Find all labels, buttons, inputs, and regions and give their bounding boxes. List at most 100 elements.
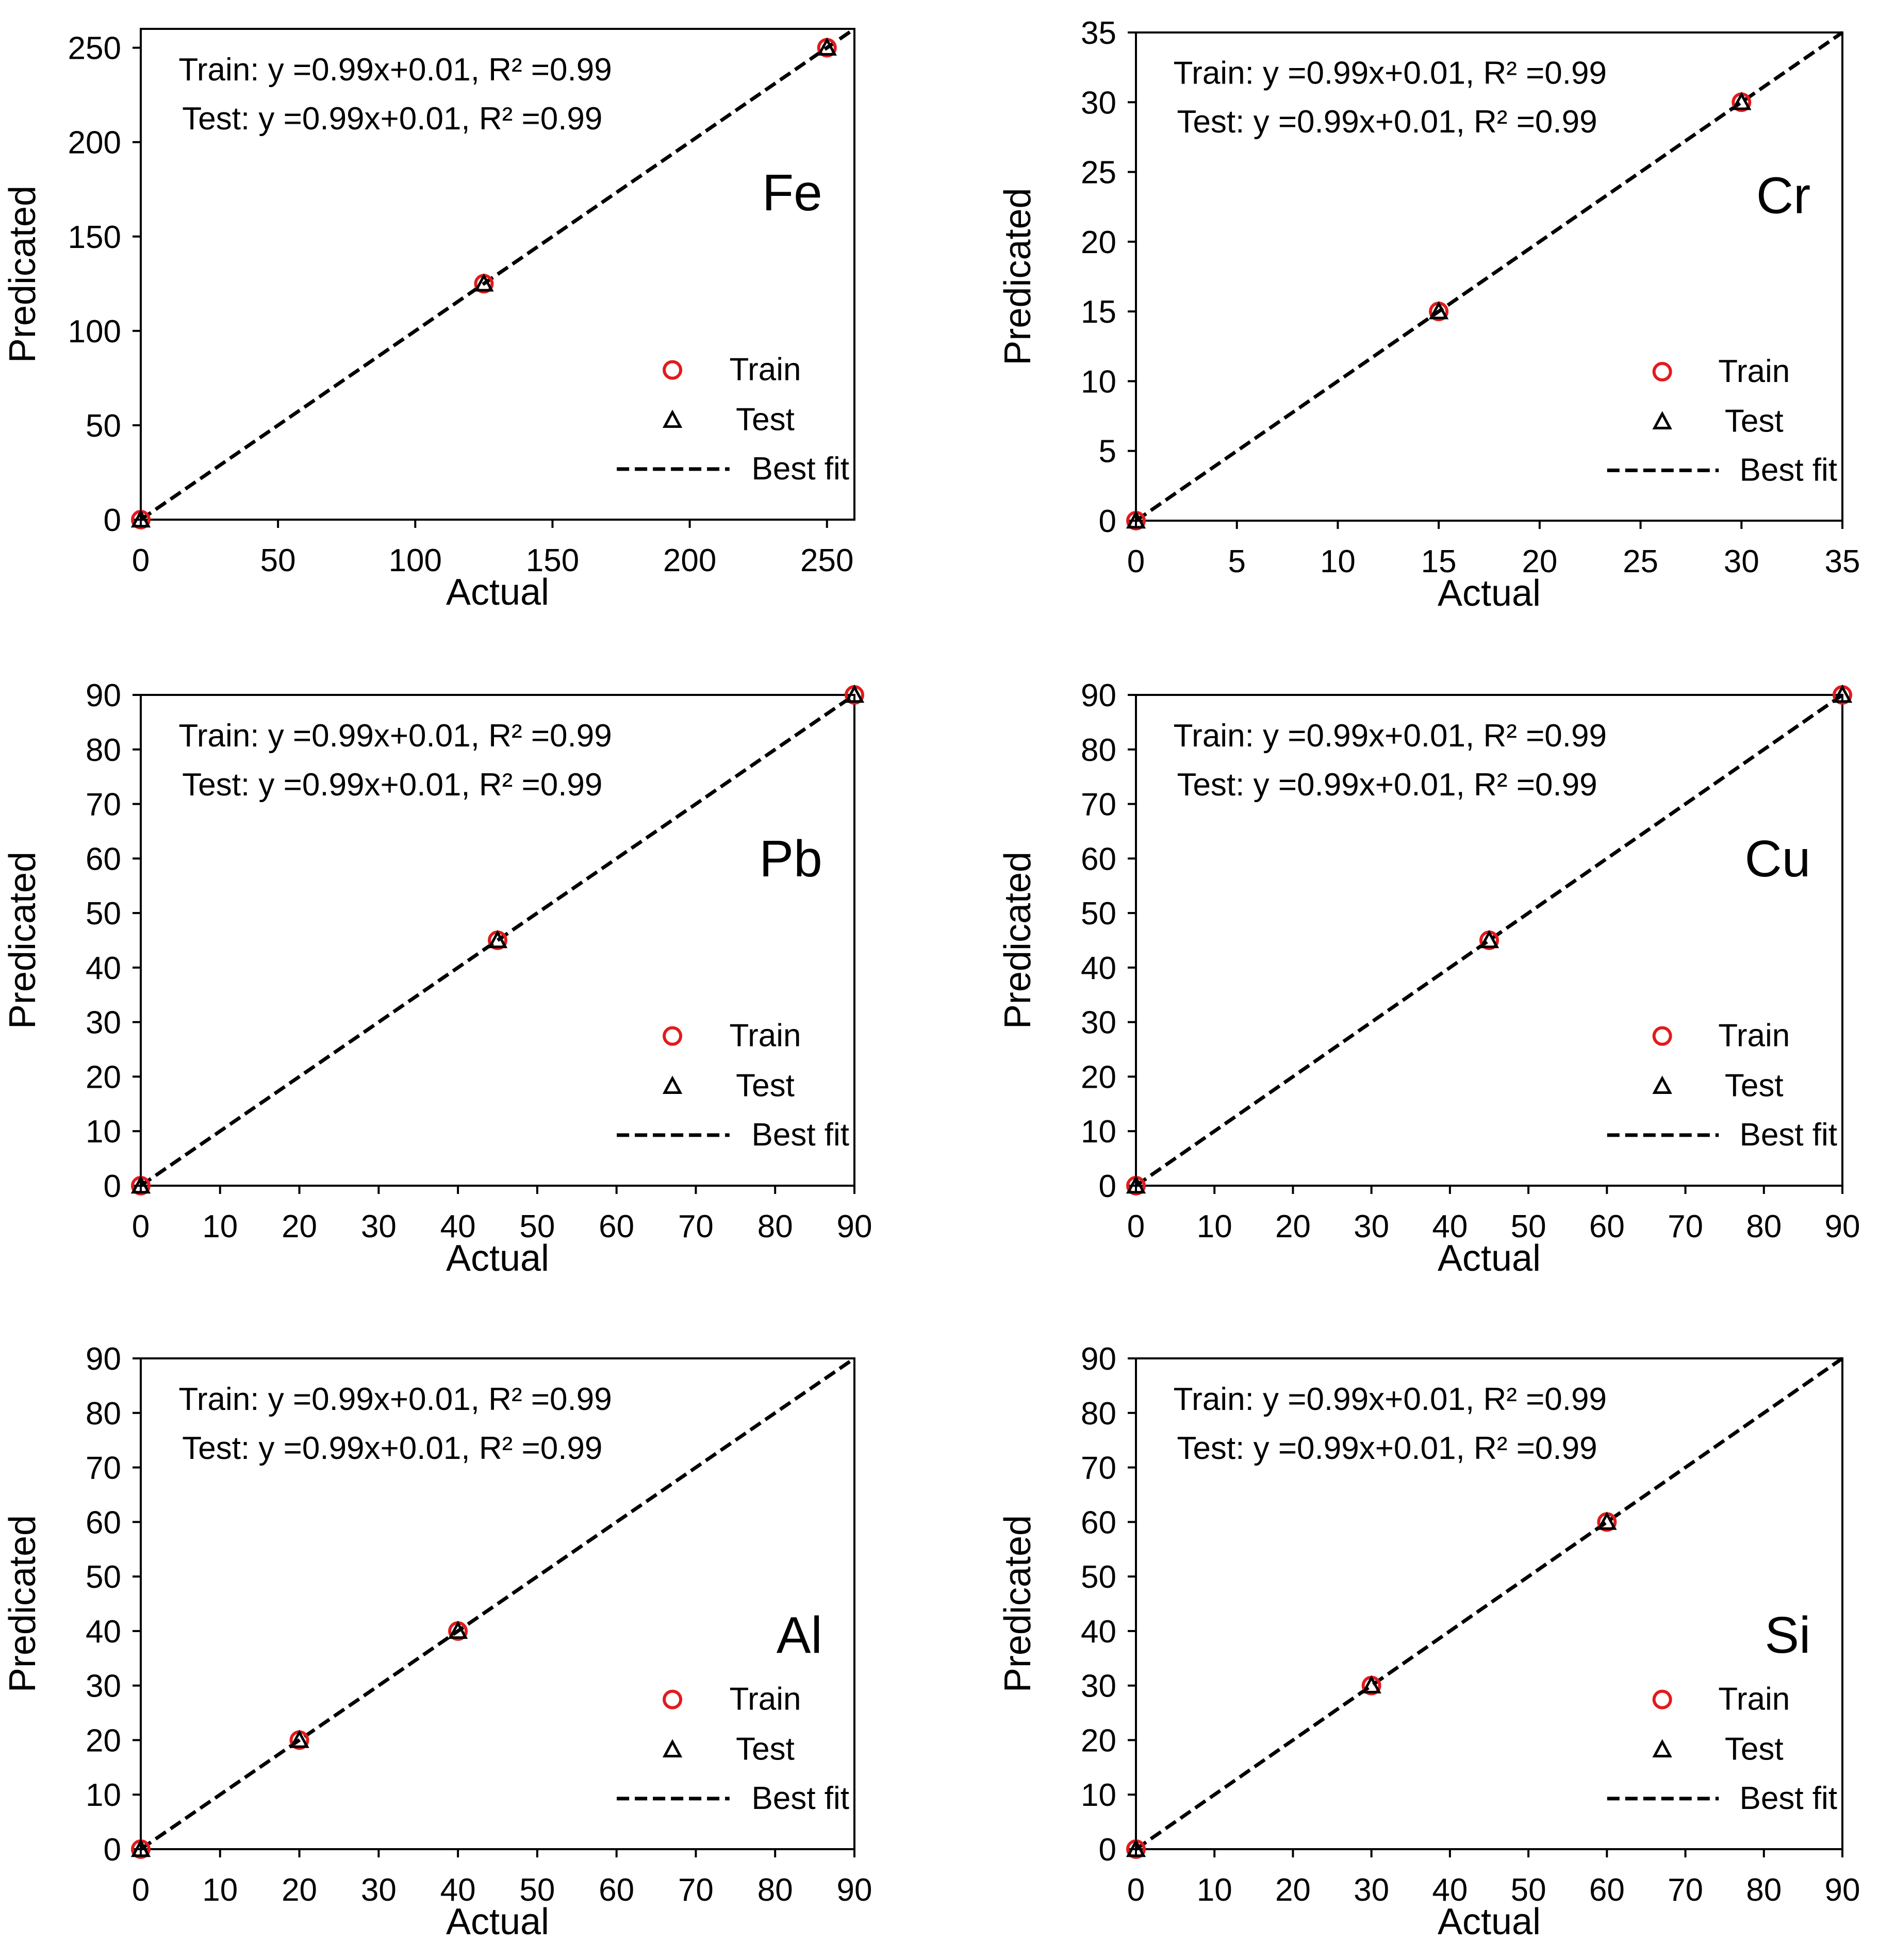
x-tick-label: 10 [202, 1872, 238, 1908]
panel-si: 0 10 20 30 40 50 60 70 80 90 0 10 20 30 40 50 60 70 80 90 Ac… [997, 1341, 1860, 1942]
test-equation: Test: y =0.99x+0.01, R² =0.99 [182, 101, 602, 137]
x-tick-label: 70 [1668, 1209, 1703, 1244]
plot-frame [140, 1357, 855, 1850]
test-point [1732, 92, 1752, 110]
y-tick-label: 0 [1099, 1169, 1116, 1204]
legend-test-icon [1652, 1739, 1672, 1757]
x-tick-label: 0 [1127, 1209, 1145, 1244]
test-point [130, 1838, 151, 1857]
y-tick-label: 0 [104, 1832, 121, 1868]
x-tick-label: 10 [1320, 544, 1356, 579]
x-tick-label: 30 [1354, 1209, 1389, 1244]
element-label: Cu [1745, 830, 1811, 888]
x-tick-label: 30 [361, 1209, 397, 1244]
test-point [1126, 510, 1146, 529]
x-axis-label: Actual [1438, 1901, 1541, 1942]
x-tick-label: 20 [1275, 1872, 1311, 1908]
x-tick-label: 50 [519, 1872, 555, 1908]
y-tick-label: 200 [68, 125, 121, 161]
x-tick-label: 60 [599, 1872, 634, 1908]
y-tick-label: 90 [1081, 678, 1116, 713]
test-point [289, 1730, 309, 1748]
x-axis-label: Actual [446, 1901, 549, 1942]
y-tick-label: 15 [1081, 294, 1116, 330]
y-axis-label: Predicated [997, 1515, 1039, 1692]
y-tick-label: 60 [1081, 841, 1116, 877]
test-equation: Test: y =0.99x+0.01, R² =0.99 [182, 1431, 602, 1466]
test-point [1479, 929, 1499, 949]
x-tick-label: 50 [260, 543, 296, 578]
legend-train-label: Train [730, 1682, 801, 1717]
x-tick-label: 0 [132, 543, 150, 578]
x-tick-label: 30 [1724, 544, 1759, 579]
element-label: Fe [762, 164, 822, 222]
x-tick-label: 80 [1746, 1209, 1782, 1244]
legend-fit-label: Best fit [1739, 1781, 1837, 1816]
y-tick-label: 40 [1081, 1614, 1116, 1650]
x-tick-label: 60 [1589, 1872, 1625, 1908]
y-tick-label: 60 [1081, 1505, 1116, 1540]
legend: Train Test Best fit [617, 352, 849, 487]
test-point [487, 929, 508, 949]
legend-test-label: Test [736, 402, 795, 438]
test-point [130, 509, 151, 528]
y-tick-label: 50 [1081, 1559, 1116, 1595]
plot-frame [1135, 694, 1843, 1187]
legend-train-icon [1652, 1689, 1672, 1709]
plot-frame [1135, 1357, 1843, 1850]
y-tick-label: 20 [1081, 1723, 1116, 1758]
legend-test-label: Test [736, 1068, 795, 1104]
y-tick-label: 50 [1081, 896, 1116, 932]
y-tick-label: 150 [68, 220, 121, 255]
x-tick-label: 20 [1522, 544, 1557, 579]
x-tick-label: 10 [1197, 1209, 1232, 1244]
y-tick-label: 30 [86, 1005, 121, 1041]
y-tick-label: 80 [1081, 733, 1116, 768]
x-tick-label: 30 [1354, 1872, 1389, 1908]
element-label: Al [777, 1606, 822, 1664]
y-tick-label: 80 [86, 733, 121, 768]
x-tick-label: 20 [282, 1209, 317, 1244]
panel-pb: 0 10 20 30 40 50 60 70 80 90 0 10 20 30 40 50 60 70 80 90 Ac… [2, 678, 872, 1279]
x-tick-label: 20 [282, 1872, 317, 1908]
y-tick-label: 30 [1081, 1005, 1116, 1041]
y-tick-label: 10 [86, 1778, 121, 1813]
x-tick-label: 50 [519, 1209, 555, 1244]
y-tick-label: 10 [1081, 364, 1116, 400]
legend-test-label: Test [736, 1732, 795, 1767]
x-axis-label: Actual [446, 1238, 549, 1279]
x-tick-label: 150 [526, 543, 579, 578]
element-label: Si [1765, 1606, 1810, 1664]
y-tick-label: 20 [86, 1723, 121, 1758]
x-tick-label: 80 [1746, 1872, 1782, 1908]
plot-frame [140, 694, 855, 1187]
test-point [1126, 1838, 1146, 1857]
plot-frame [140, 28, 855, 521]
train-equation: Train: y =0.99x+0.01, R² =0.99 [178, 52, 612, 88]
test-point [474, 273, 494, 292]
y-tick-label: 60 [86, 841, 121, 877]
x-tick-label: 50 [1511, 1209, 1546, 1244]
y-tick-label: 250 [68, 31, 121, 67]
x-tick-label: 80 [757, 1209, 793, 1244]
x-tick-label: 80 [757, 1872, 793, 1908]
x-tick-label: 10 [1197, 1872, 1232, 1908]
legend: Train Test Best fit [1607, 354, 1837, 488]
y-tick-label: 0 [1099, 504, 1116, 539]
x-tick-label: 60 [599, 1209, 634, 1244]
y-tick-label: 30 [86, 1669, 121, 1704]
legend: Train Test Best fit [1607, 1018, 1837, 1153]
y-tick-label: 70 [1081, 1451, 1116, 1486]
y-tick-label: 20 [1081, 1059, 1116, 1095]
x-tick-label: 40 [1432, 1209, 1468, 1244]
legend-train-label: Train [1718, 354, 1790, 389]
y-tick-label: 0 [1099, 1832, 1116, 1868]
y-tick-label: 30 [1081, 1669, 1116, 1704]
legend-train-icon [663, 1026, 683, 1046]
x-tick-label: 50 [1511, 1872, 1546, 1908]
y-tick-label: 70 [86, 1451, 121, 1486]
panel-cu: 0 10 20 30 40 50 60 70 80 90 0 10 20 30 40 50 60 70 80 90 Ac… [997, 678, 1860, 1279]
y-axis-label: Predicated [997, 852, 1039, 1029]
x-tick-label: 90 [1825, 1209, 1860, 1244]
